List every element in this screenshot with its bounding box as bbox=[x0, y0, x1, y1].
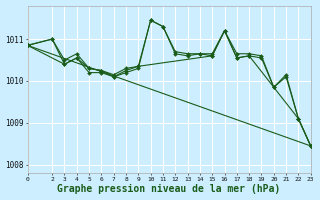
X-axis label: Graphe pression niveau de la mer (hPa): Graphe pression niveau de la mer (hPa) bbox=[58, 184, 281, 194]
